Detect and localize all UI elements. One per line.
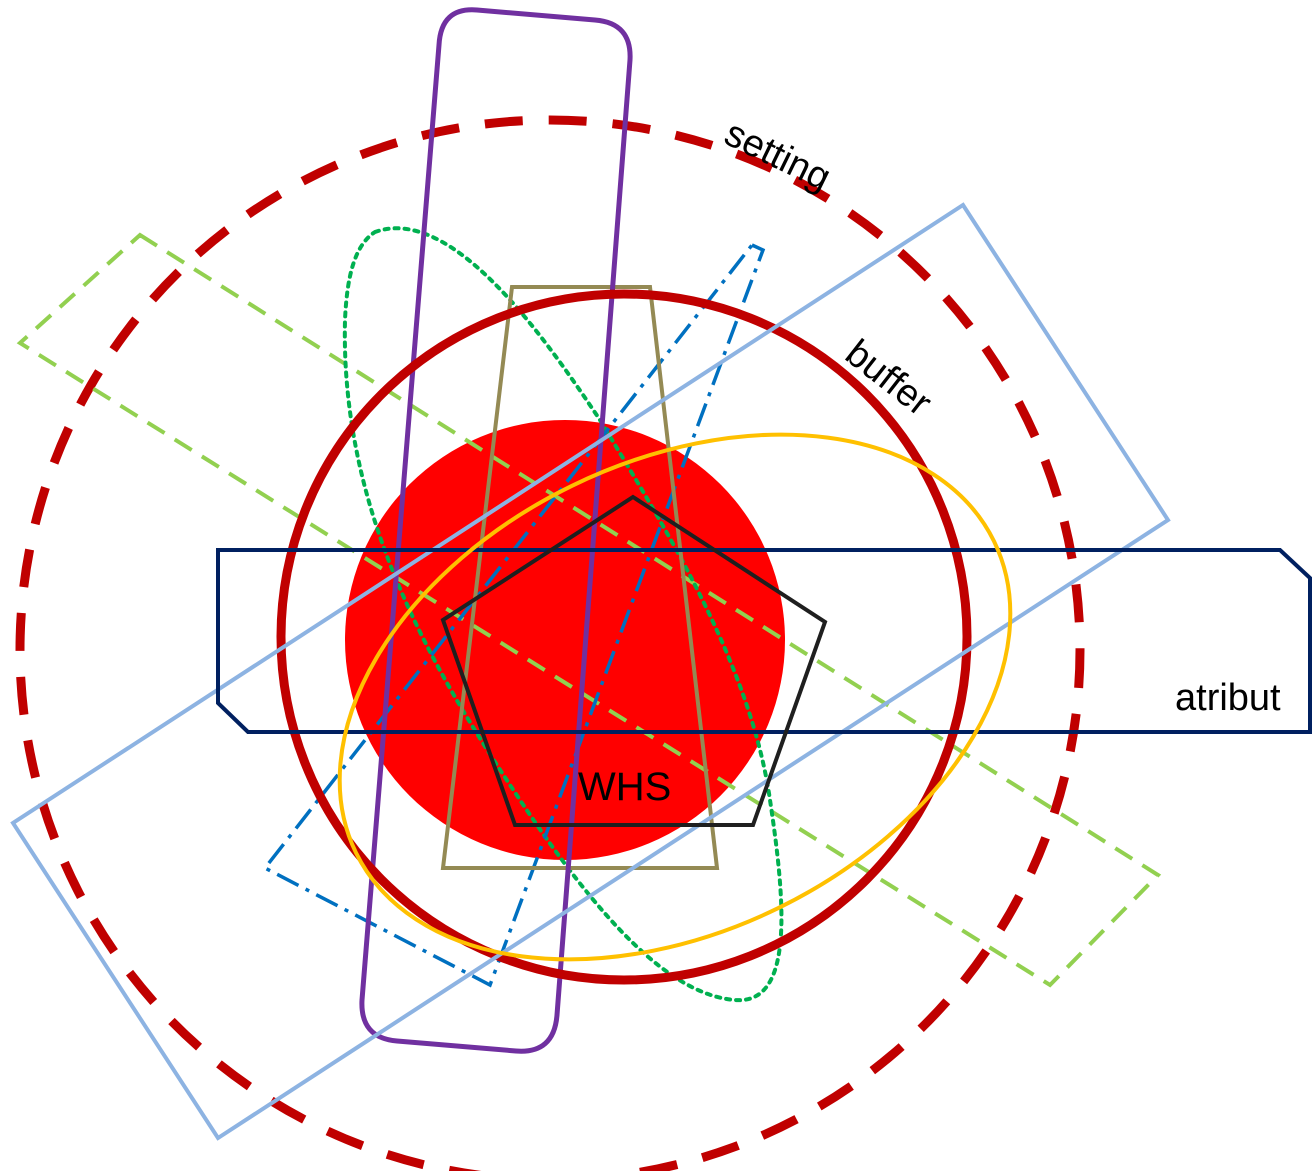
purple-rounded-rectangle (359, 7, 633, 1054)
light-blue-rectangle (10, 202, 1171, 1141)
green-dashed-rectangle (16, 232, 1162, 988)
dotted-loop (342, 226, 784, 1003)
gold-ellipse (337, 432, 1013, 962)
setting-label: setting (718, 112, 837, 199)
buffer-circle (276, 289, 972, 985)
atribut-rectangle (216, 548, 1312, 734)
core-circle (345, 420, 785, 860)
whs-label: WHS (578, 765, 671, 809)
setting-circle (15, 115, 1085, 1171)
dashdot-kite (262, 242, 766, 988)
whs-pentagon (440, 494, 828, 827)
trapezoid (440, 285, 720, 870)
atribut-label: atribut (1175, 677, 1281, 719)
